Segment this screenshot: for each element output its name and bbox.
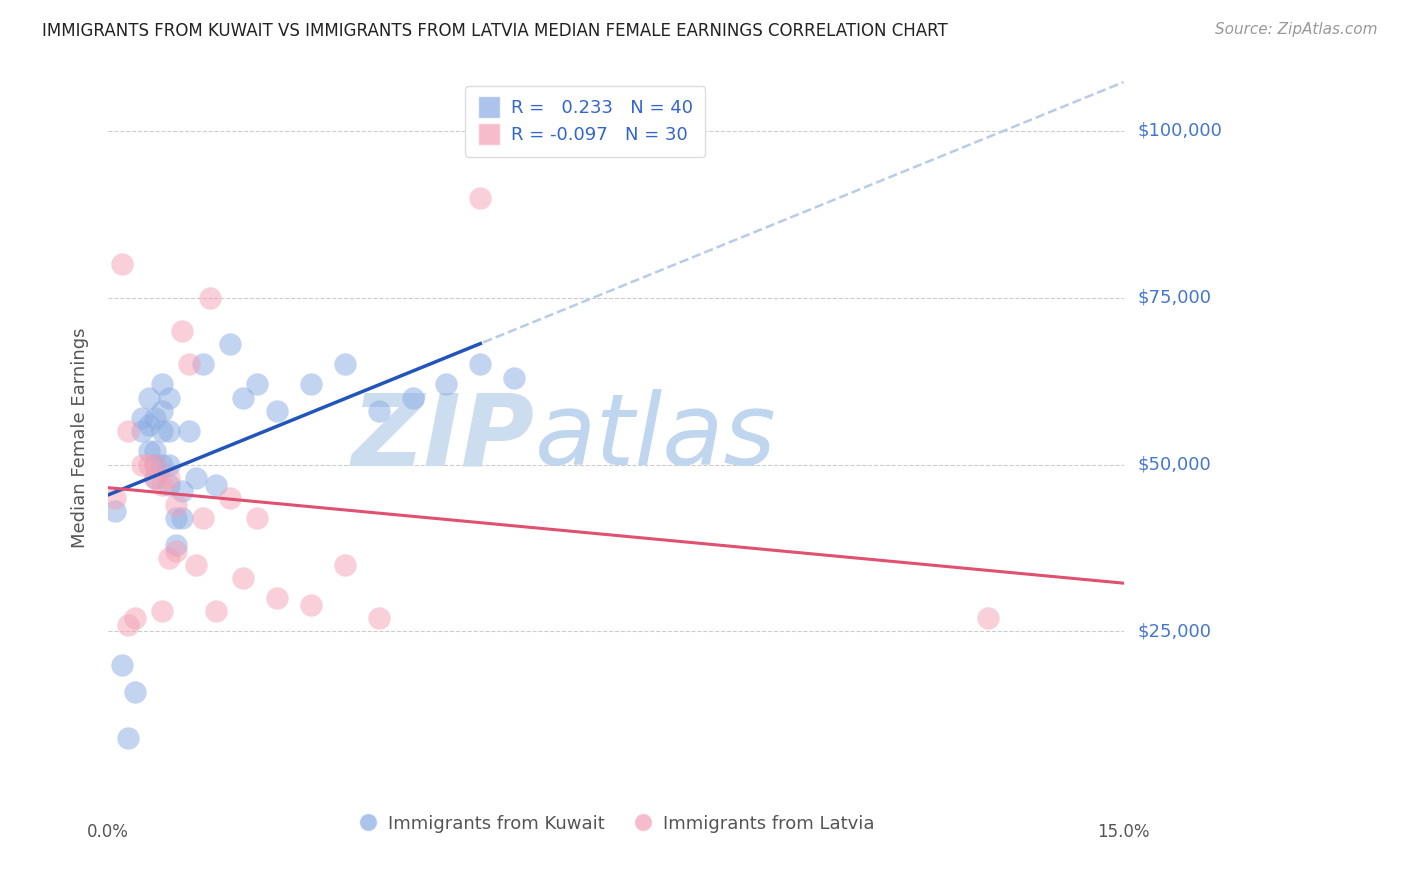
Text: Source: ZipAtlas.com: Source: ZipAtlas.com [1215,22,1378,37]
Point [333,358,356,372]
Text: $75,000: $75,000 [1137,289,1212,307]
Point [117,617,139,632]
Point [198,291,221,305]
Point [131,424,153,438]
Point [246,511,269,525]
Point [117,731,139,746]
Point [124,684,146,698]
Point [145,444,167,458]
Point [205,477,228,491]
Point [131,410,153,425]
Point [150,604,173,618]
Point [266,404,288,418]
Point [145,471,167,485]
Point [145,458,167,472]
Point [401,391,423,405]
Point [367,404,389,418]
Point [232,571,254,585]
Point [266,591,288,605]
Text: $25,000: $25,000 [1137,623,1212,640]
Point [145,458,167,472]
Point [184,471,207,485]
Legend: Immigrants from Kuwait, Immigrants from Latvia: Immigrants from Kuwait, Immigrants from … [350,807,882,839]
Point [172,484,194,499]
Point [436,377,458,392]
Point [104,491,127,505]
Point [138,458,160,472]
Point [172,324,194,338]
Point [165,538,187,552]
Point [157,471,180,485]
Point [205,604,228,618]
Point [110,257,132,271]
Point [977,611,1000,625]
Point [165,498,187,512]
Point [218,337,240,351]
Point [470,358,492,372]
Point [150,458,173,472]
Point [157,477,180,491]
Point [299,377,322,392]
Text: 15.0%: 15.0% [1097,823,1150,841]
Point [179,424,201,438]
Point [179,358,201,372]
Point [150,424,173,438]
Point [367,611,389,625]
Point [117,424,139,438]
Point [150,477,173,491]
Point [157,458,180,472]
Point [333,558,356,572]
Point [157,391,180,405]
Text: 0.0%: 0.0% [87,823,129,841]
Point [503,371,526,385]
Point [157,424,180,438]
Point [165,511,187,525]
Text: IMMIGRANTS FROM KUWAIT VS IMMIGRANTS FROM LATVIA MEDIAN FEMALE EARNINGS CORRELAT: IMMIGRANTS FROM KUWAIT VS IMMIGRANTS FRO… [42,22,948,40]
Text: ZIP: ZIP [352,390,534,486]
Point [104,504,127,518]
Point [157,551,180,566]
Point [124,611,146,625]
Point [145,410,167,425]
Point [138,444,160,458]
Point [138,417,160,432]
Point [145,471,167,485]
Text: $100,000: $100,000 [1137,122,1222,140]
Point [150,404,173,418]
Point [191,358,214,372]
Point [470,191,492,205]
Point [165,544,187,558]
Text: atlas: atlas [534,390,776,486]
Point [138,391,160,405]
Text: $50,000: $50,000 [1137,456,1211,474]
Point [184,558,207,572]
Point [172,511,194,525]
Point [191,511,214,525]
Point [232,391,254,405]
Point [150,377,173,392]
Point [218,491,240,505]
Point [299,598,322,612]
Point [131,458,153,472]
Point [110,657,132,672]
Point [246,377,269,392]
Y-axis label: Median Female Earnings: Median Female Earnings [72,327,89,548]
